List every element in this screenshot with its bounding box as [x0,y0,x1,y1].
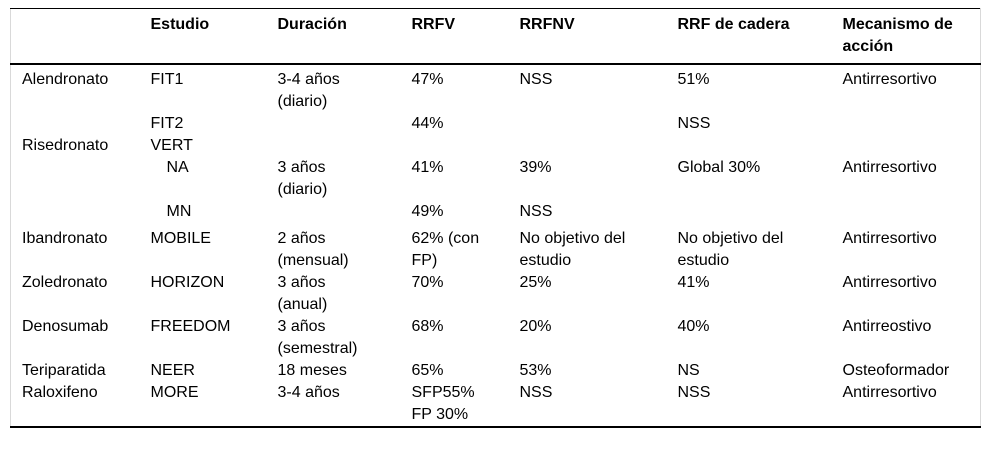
cell-rrf-cadera [667,201,832,228]
cell-duracion [267,201,401,228]
table-row: Risedronato VERT [11,135,981,157]
table-row: Denosumab FREEDOM 3 años (semestral) 68%… [11,316,981,360]
cell-rrf-cadera [667,135,832,157]
cell-rrfnv: 39% [519,159,552,176]
cell-rrfv: 68% [411,318,444,335]
table-row: NA 3 años (diario) 41% 39% Global 30% An… [11,157,981,201]
cell-mecanismo: Antirreostivo [842,318,932,335]
cell-rrfnv: 53% [519,362,552,379]
table-row: Zoledronato HORIZON 3 años (anual) 70% 2… [11,272,981,316]
cell-estudio: FIT2 [150,115,184,132]
cell-duracion: 3 años (semestral) [277,318,358,357]
cell-drug [11,113,140,135]
cell-drug: Alendronato [22,71,109,88]
cell-rrfv: 47% [411,71,444,88]
cell-duracion: 3 años (diario) [277,159,328,198]
cell-rrf-cadera: 51% [677,71,710,88]
column-header-duracion: Duración [266,8,401,65]
cell-rrfv: SFP55% FP 30% [411,384,475,423]
cell-mecanismo: Antirresortivo [842,230,937,247]
cell-rrfv: 62% (con FP) [411,230,480,269]
cell-rrfnv [509,113,667,135]
cell-mecanismo: Antirresortivo [842,274,937,291]
column-header-estudio: Estudio [139,8,267,65]
fracture-risk-reduction-table: Estudio Duración RRFV RRFNV RRF de cader… [10,8,981,428]
cell-mecanismo: Osteoformador [842,362,950,379]
cell-rrf-cadera: 40% [677,318,710,335]
cell-rrf-cadera: 41% [677,274,710,291]
table-row: FIT2 44% NSS [11,113,981,135]
cell-rrf-cadera: NS [677,362,700,379]
cell-rrfv: 44% [411,115,444,132]
column-header-rrf-cadera: RRF de cadera [666,8,832,65]
cell-rrfnv: NSS [519,71,553,88]
cell-mecanismo [832,201,981,228]
cell-estudio: MN [166,203,192,220]
table-body: Alendronato FIT1 3-4 años (diario) 47% N… [11,64,981,427]
cell-mecanismo: Antirresortivo [842,159,937,176]
cell-rrfnv [509,135,667,157]
cell-drug: Teriparatida [22,362,106,379]
cell-drug: Denosumab [22,318,109,335]
cell-duracion: 2 años (mensual) [277,230,349,269]
table-row: Alendronato FIT1 3-4 años (diario) 47% N… [11,64,981,113]
cell-duracion: 3-4 años [277,384,340,401]
cell-rrfv: 41% [411,159,444,176]
header-row: Estudio Duración RRFV RRFNV RRF de cader… [10,8,981,65]
cell-drug [11,201,140,228]
table-row: Raloxifeno MORE 3-4 años SFP55% FP 30% N… [11,382,981,427]
cell-drug [11,157,140,201]
cell-duracion [267,113,401,135]
column-header-drug [10,8,140,65]
cell-estudio: VERT [150,137,193,154]
cell-estudio: NEER [150,362,195,379]
table-row: Ibandronato MOBILE 2 años (mensual) 62% … [11,228,981,272]
cell-duracion: 3-4 años (diario) [277,71,340,110]
table-header: Estudio Duración RRFV RRFNV RRF de cader… [10,8,981,65]
cell-drug: Risedronato [22,137,109,154]
cell-rrf-cadera: NSS [677,115,711,132]
cell-duracion [267,135,401,157]
cell-mecanismo [832,113,981,135]
cell-rrfnv: NSS [519,203,553,220]
cell-rrfv: 70% [411,274,444,291]
table-row: MN 49% NSS [11,201,981,228]
cell-mecanismo [832,135,981,157]
cell-rrfv: 65% [411,362,444,379]
cell-rrfnv: 25% [519,274,552,291]
cell-rrfv [401,135,509,157]
table-row: Teriparatida NEER 18 meses 65% 53% NS Os… [11,360,981,382]
cell-rrfv: 49% [411,203,444,220]
column-header-rrfv: RRFV [400,8,509,65]
column-header-mecanismo: Mecanismo de acción [831,8,981,65]
cell-estudio: MOBILE [150,230,211,247]
cell-estudio: FIT1 [150,71,184,88]
cell-mecanismo: Antirresortivo [842,384,937,401]
cell-drug: Zoledronato [22,274,108,291]
cell-rrf-cadera: No objetivo del estudio [677,230,784,269]
cell-estudio: HORIZON [150,274,225,291]
cell-duracion: 3 años (anual) [277,274,328,313]
cell-rrfnv: 20% [519,318,552,335]
cell-mecanismo: Antirresortivo [842,71,937,88]
cell-estudio: FREEDOM [150,318,231,335]
cell-rrf-cadera: NSS [677,384,711,401]
cell-rrf-cadera: Global 30% [677,159,761,176]
cell-rrfnv: NSS [519,384,553,401]
cell-drug: Ibandronato [22,230,108,247]
cell-estudio: MORE [150,384,199,401]
cell-drug: Raloxifeno [22,384,98,401]
cell-estudio: NA [166,159,189,176]
cell-rrfnv: No objetivo del estudio [519,230,626,269]
column-header-rrfnv: RRFNV [508,8,667,65]
cell-duracion: 18 meses [277,362,347,379]
